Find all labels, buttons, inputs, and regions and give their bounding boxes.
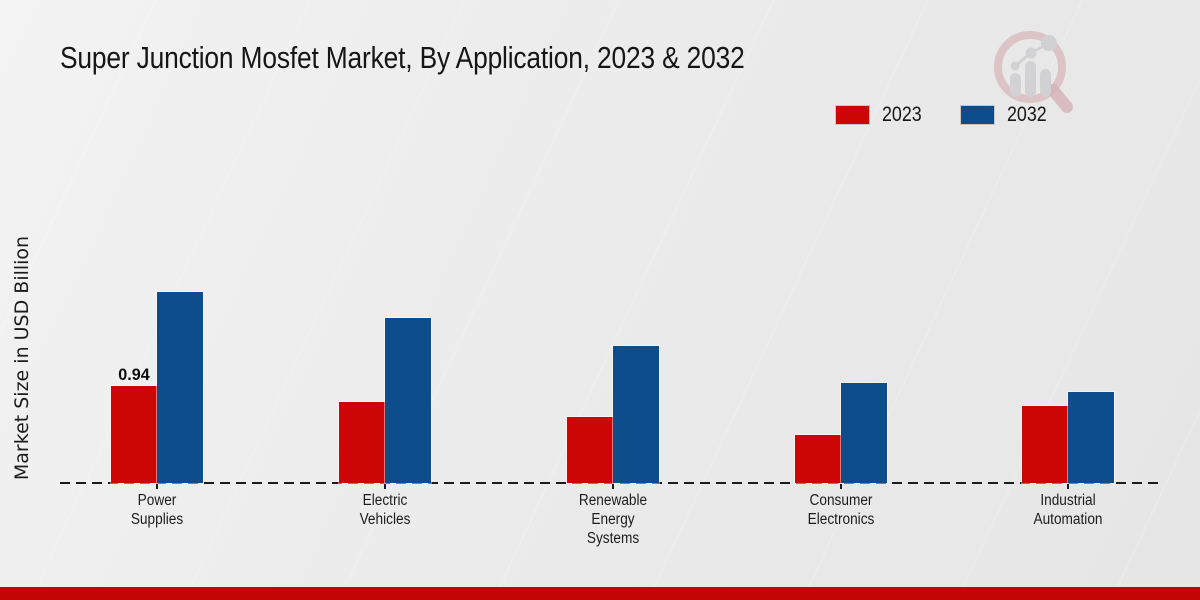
x-axis-baseline xyxy=(60,482,1162,484)
legend-swatch-2032 xyxy=(960,106,994,124)
x-axis-tick xyxy=(612,484,614,489)
legend-item-2023: 2023 xyxy=(836,103,929,127)
bar-2032-renewable-energy-systems xyxy=(613,346,659,483)
legend-label-2032: 2032 xyxy=(1006,103,1047,126)
bar-2023-power-supplies xyxy=(111,386,157,483)
y-axis-label: Market Size in USD Billion xyxy=(11,235,33,481)
bar-2023-electric-vehicles xyxy=(339,402,385,483)
x-axis-tick xyxy=(156,484,158,489)
bar-value-label-2023-power-supplies: 0.94 xyxy=(118,365,150,384)
bar-2032-power-supplies xyxy=(157,292,203,483)
bar-2032-consumer-electronics xyxy=(841,383,887,483)
x-axis-tick xyxy=(384,484,386,489)
bar-2023-industrial-automation xyxy=(1022,406,1068,483)
category-label-electric-vehicles: Electric Vehicles xyxy=(359,492,411,528)
legend: 2023 2032 xyxy=(836,103,1053,127)
category-label-industrial-automation: Industrial Automation xyxy=(1033,492,1103,528)
bar-2023-consumer-electronics xyxy=(795,435,841,483)
x-axis-tick xyxy=(1067,484,1069,489)
category-label-consumer-electronics: Consumer Electronics xyxy=(807,492,875,528)
magnifier-bar-chart-logo-icon xyxy=(994,31,1073,113)
chart-title: Super Junction Mosfet Market, By Applica… xyxy=(60,40,745,75)
x-axis-tick xyxy=(840,484,842,489)
category-label-power-supplies: Power Supplies xyxy=(130,492,184,528)
footer-band xyxy=(0,587,1200,600)
bar-2023-renewable-energy-systems xyxy=(567,417,613,483)
legend-label-2023: 2023 xyxy=(882,103,922,126)
bar-2032-electric-vehicles xyxy=(385,318,431,483)
legend-item-2032: 2032 xyxy=(960,103,1054,127)
category-label-renewable-energy-systems: Renewable Energy Systems xyxy=(578,492,648,547)
bar-2032-industrial-automation xyxy=(1068,392,1114,483)
legend-swatch-2023 xyxy=(836,106,869,124)
